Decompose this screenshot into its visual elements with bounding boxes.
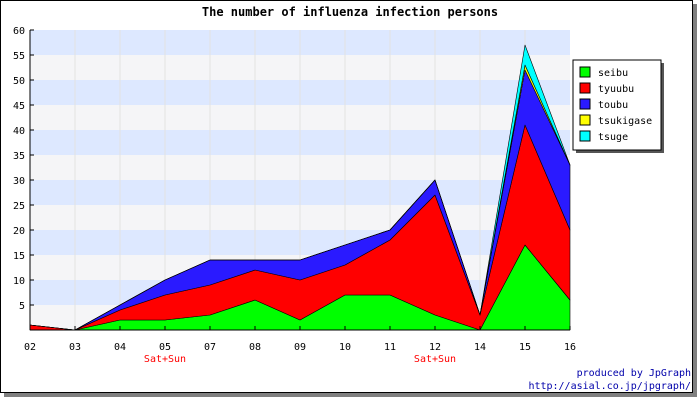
area-series <box>29 44 571 331</box>
x-tick-label: 12 <box>429 342 441 353</box>
y-tick-label: 30 <box>13 176 25 187</box>
weekend-annotation: Sat+Sun <box>414 354 456 365</box>
x-tick-label: 03 <box>69 342 81 353</box>
y-tick-label: 20 <box>13 226 25 237</box>
x-tick-label: 10 <box>339 342 351 353</box>
x-tick-label: 11 <box>384 342 396 353</box>
legend-swatch-seibu <box>579 66 591 78</box>
y-tick-label: 25 <box>13 201 25 212</box>
y-tick-label: 10 <box>13 276 25 287</box>
legend-label-seibu: seibu <box>598 68 628 79</box>
legend-label-tyuubu: tyuubu <box>598 84 634 95</box>
area-tsuge <box>29 44 571 331</box>
legend-swatch-tsukigase <box>579 114 591 126</box>
x-tick-labels: 02 03 04 05 07 08 09 10 11 12 14 15 16 <box>24 342 576 353</box>
legend-label-tsukigase: tsukigase <box>598 116 652 127</box>
category-annotations: Sat+Sun Sat+Sun <box>144 354 456 365</box>
chart-title: The number of influenza infection person… <box>202 5 498 19</box>
x-tick-label: 04 <box>114 342 126 353</box>
y-tick-label: 60 <box>13 26 25 37</box>
x-tick-label: 08 <box>249 342 261 353</box>
legend-label-tsuge: tsuge <box>598 132 628 143</box>
y-tick-label: 15 <box>13 251 25 262</box>
legend: seibu tyuubu toubu tsukigase tsuge <box>572 59 664 153</box>
legend-swatch-toubu <box>579 98 591 110</box>
y-tick-label: 35 <box>13 151 25 162</box>
legend-swatch-tsuge <box>579 130 591 142</box>
y-tick-label: 40 <box>13 126 25 137</box>
x-tick-label: 14 <box>474 342 486 353</box>
legend-label-toubu: toubu <box>598 100 628 111</box>
y-tick-labels: 5 10 15 20 25 30 35 40 45 50 55 60 <box>13 26 34 312</box>
y-tick-label: 45 <box>13 101 25 112</box>
weekend-annotation: Sat+Sun <box>144 354 186 365</box>
y-tick-label: 5 <box>19 301 25 312</box>
credit-line-2[interactable]: http://asial.co.jp/jpgraph/ <box>528 381 691 392</box>
x-tick-label: 05 <box>159 342 171 353</box>
x-tick-label: 07 <box>204 342 216 353</box>
x-tick-label: 09 <box>294 342 306 353</box>
credit-line-1: produced by JpGraph <box>576 368 691 379</box>
x-tick-label: 15 <box>519 342 531 353</box>
y-tick-label: 50 <box>13 76 25 87</box>
y-tick-label: 55 <box>13 51 25 62</box>
x-tick-label: 16 <box>564 342 576 353</box>
x-tick-label: 02 <box>24 342 36 353</box>
legend-swatch-tyuubu <box>579 82 591 94</box>
